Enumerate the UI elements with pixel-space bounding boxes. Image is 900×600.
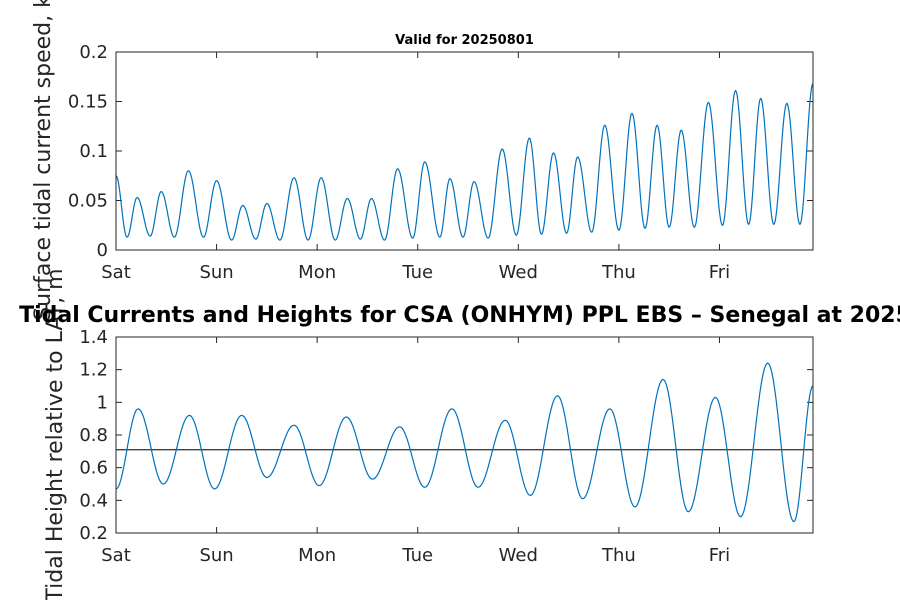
figure-title: Tidal Currents and Heights for CSA (ONHY… bbox=[19, 303, 900, 328]
x-tick-label: Fri bbox=[709, 262, 730, 283]
y-tick-label: 0.8 bbox=[79, 425, 108, 446]
x-tick-label: Mon bbox=[298, 262, 336, 283]
y-tick-label: 0.4 bbox=[79, 490, 108, 511]
y-tick-label: 0.15 bbox=[68, 92, 108, 113]
series-line bbox=[115, 362, 814, 523]
y-tick-label: 1.2 bbox=[79, 360, 108, 381]
chart-title: Valid for 20250801 bbox=[395, 33, 534, 48]
x-tick-label: Thu bbox=[601, 262, 636, 283]
x-tick-label: Mon bbox=[298, 545, 336, 566]
series-line bbox=[115, 83, 814, 241]
y-tick-label: 0.05 bbox=[68, 191, 108, 212]
y-axis-label: Tidal Height relative to LAT, m bbox=[43, 268, 68, 600]
y-axis-label: Surface tidal current speed, kn bbox=[31, 0, 56, 321]
axes-box bbox=[115, 51, 814, 251]
x-tick-label: Sat bbox=[101, 545, 131, 566]
y-tick-label: 0.1 bbox=[79, 141, 108, 162]
y-tick-label: 0.2 bbox=[79, 523, 108, 544]
y-tick-label: 0.2 bbox=[79, 42, 108, 63]
y-tick-label: 0.6 bbox=[79, 458, 108, 479]
y-tick-label: 1 bbox=[97, 392, 108, 413]
chart-panel-1: 0 0.05 0.1 0.15 0.2 Sat Sun Mon Tue Wed Thu Fri Vali… bbox=[31, 0, 814, 321]
x-tick-label: Tue bbox=[401, 262, 433, 283]
x-tick-label: Wed bbox=[499, 262, 538, 283]
x-tick-label: Sat bbox=[101, 262, 131, 283]
y-tick-label: 1.4 bbox=[79, 327, 108, 348]
x-tick-label: Sun bbox=[199, 545, 233, 566]
axes-box bbox=[115, 336, 814, 534]
x-tick-label: Fri bbox=[709, 545, 730, 566]
chart-panel-2: 0.2 0.4 0.6 0.8 1 1.2 1.4 Sat Sun Mon Tue Wed Thu Fri… bbox=[43, 268, 814, 600]
x-tick-label: Thu bbox=[601, 545, 636, 566]
x-tick-label: Wed bbox=[499, 545, 538, 566]
x-tick-label: Tue bbox=[401, 545, 433, 566]
y-tick-label: 0 bbox=[97, 240, 108, 261]
x-tick-label: Sun bbox=[199, 262, 233, 283]
